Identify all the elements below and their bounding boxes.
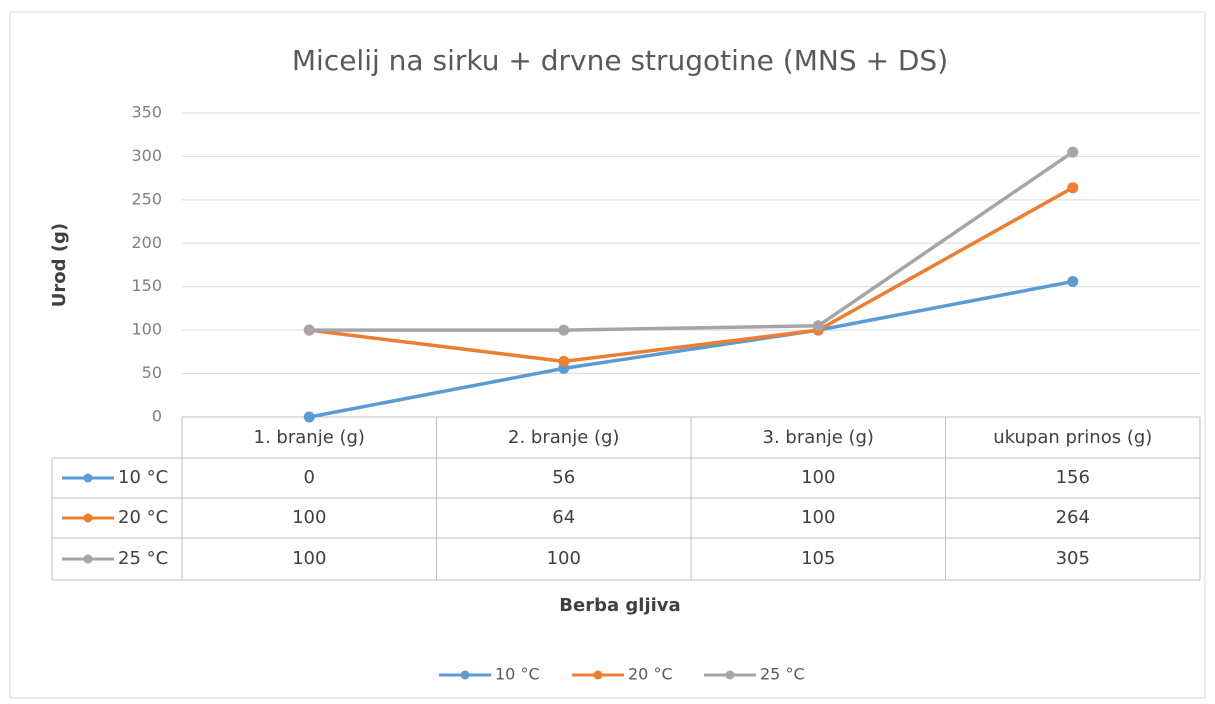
table-cell: 56: [552, 467, 575, 488]
data-point: [1067, 276, 1079, 288]
data-point: [1067, 146, 1079, 158]
table-series-name: 20 °C: [118, 507, 168, 528]
series-line: [308, 279, 1074, 419]
chart-title: Micelij na sirku + drvne strugotine (MNS…: [292, 44, 948, 77]
data-point: [558, 355, 570, 367]
table-cell: 100: [801, 507, 835, 528]
data-point: [558, 324, 570, 336]
table-series-name: 25 °C: [118, 548, 168, 569]
legend-marker: [83, 473, 93, 483]
table-cell: 305: [1056, 548, 1090, 569]
table-header: 2. branje (g): [508, 427, 619, 448]
data-point: [812, 320, 824, 332]
y-axis-title: Urod (g): [49, 223, 70, 307]
legend-marker: [725, 670, 735, 680]
legend-marker: [83, 554, 93, 564]
data-point: [303, 411, 315, 423]
y-tick-label: 50: [142, 363, 162, 382]
y-tick-label: 350: [131, 103, 162, 122]
y-tick-label: 100: [131, 320, 162, 339]
table-cell: 105: [801, 548, 835, 569]
data-point: [303, 324, 315, 336]
y-tick-label: 300: [131, 146, 162, 165]
table-cell: 0: [304, 467, 315, 488]
table-cell: 100: [292, 507, 326, 528]
series-line: [309, 186, 1074, 364]
table-cell: 156: [1056, 467, 1090, 488]
y-tick-label: 0: [152, 407, 162, 426]
y-tick-label: 250: [131, 189, 162, 208]
table-series-name: 10 °C: [118, 467, 168, 488]
x-axis-title: Berba gljiva: [559, 595, 680, 616]
table-header: 1. branje (g): [254, 427, 365, 448]
legend-label: 10 °C: [495, 665, 540, 684]
legend-marker: [593, 670, 603, 680]
table-cell: 264: [1056, 507, 1090, 528]
table-header: 3. branje (g): [763, 427, 874, 448]
series-line: [309, 150, 1074, 332]
y-tick-label: 150: [131, 276, 162, 295]
legend-label: 20 °C: [628, 665, 673, 684]
legend-label: 25 °C: [760, 665, 805, 684]
y-tick-label: 200: [131, 233, 162, 252]
table-cell: 100: [801, 467, 835, 488]
legend-marker: [460, 670, 470, 680]
legend-marker: [83, 513, 93, 523]
table-cell: 100: [292, 548, 326, 569]
table-cell: 100: [547, 548, 581, 569]
data-point: [1067, 182, 1079, 194]
table-header: ukupan prinos (g): [993, 427, 1152, 448]
table-cell: 64: [552, 507, 575, 528]
